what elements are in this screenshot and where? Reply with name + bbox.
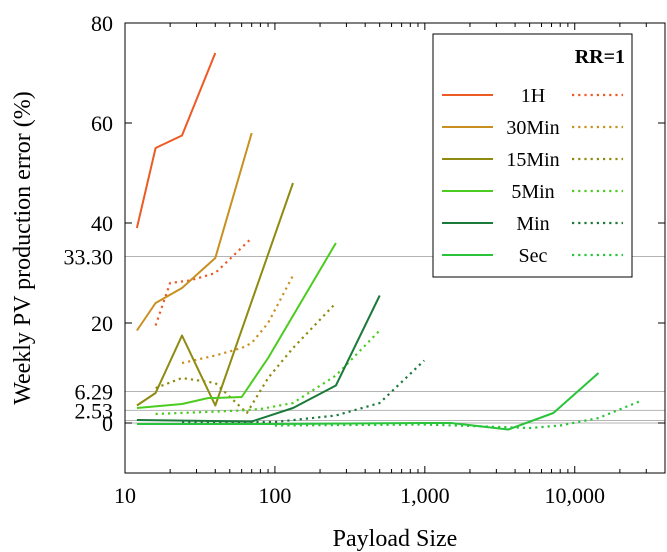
series-line-5min-solid — [136, 242, 337, 409]
y-tick-label: 60 — [91, 111, 113, 136]
ticks — [124, 22, 666, 473]
legend-label: Sec — [519, 245, 548, 267]
legend-title: RR=1 — [575, 46, 625, 68]
x-tick-label: 100 — [258, 483, 291, 508]
y-reference-label: 2.53 — [75, 398, 114, 423]
legend-entries: 1H 30Min 15Min 5Min Min Sec — [442, 85, 623, 267]
plot-frame — [124, 22, 666, 474]
series-line-15min-solid — [136, 182, 294, 407]
series-line-30min-solid — [136, 132, 253, 332]
series-line-1h-solid — [135, 52, 217, 229]
series-line-min-solid — [136, 295, 381, 423]
y-tick-label: 40 — [91, 211, 113, 236]
y-tick-label: 80 — [91, 11, 113, 36]
series-line-1h-dotted — [154, 237, 253, 326]
x-tick-label: 1,000 — [400, 483, 450, 508]
legend-label: 30Min — [506, 117, 559, 139]
legend-label: 15Min — [506, 149, 559, 171]
y-reference-label: 33.30 — [64, 245, 114, 270]
y-tick-label: 20 — [91, 311, 113, 336]
legend-label: Min — [516, 213, 549, 235]
y-reference-label: 6.29 — [75, 380, 114, 405]
legend-box — [432, 33, 633, 278]
legend-label: 5Min — [511, 181, 554, 203]
series-layer — [135, 52, 643, 431]
tick-labels: 33.30 6.292.530 20 40 60 80 10 100 1,000 10,000 — [64, 11, 605, 508]
legend: RR=1 1H 30Min 15Min 5Min Min Sec — [432, 33, 633, 278]
y-reference-label: 0 — [102, 411, 113, 436]
x-axis-title: Payload Size — [333, 526, 458, 552]
series-line-30min-dotted — [181, 274, 294, 365]
x-tick-label: 10 — [114, 483, 136, 508]
series-line-sec-solid — [136, 372, 600, 431]
legend-label: 1H — [521, 85, 545, 107]
x-tick-label: 10,000 — [544, 483, 605, 508]
y-axis-title: Weekly PV production error (%) — [10, 91, 36, 405]
series-line-5min-dotted — [155, 329, 381, 416]
series-line-15min-dotted — [155, 302, 337, 415]
series-line-sec-dotted — [274, 399, 643, 430]
